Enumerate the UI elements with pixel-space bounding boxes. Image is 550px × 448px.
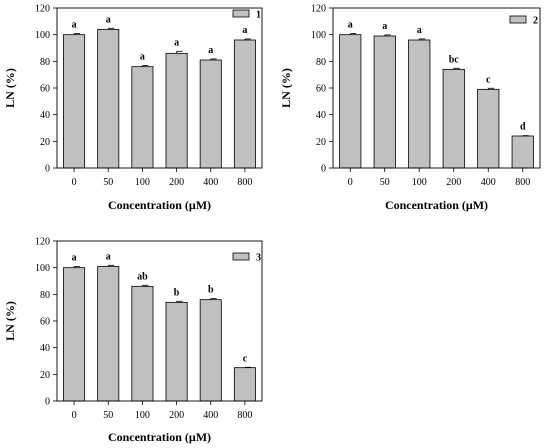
x-tick-label: 400	[203, 177, 218, 188]
significance-label: a	[242, 25, 247, 36]
chart-panel-1: a 0 a 50 a 100 a 200 a 400 a 800 0 20 40 60 80 100 120 Conc…	[3, 4, 263, 212]
legend-swatch	[509, 15, 527, 24]
bar	[511, 135, 534, 169]
x-tick-label: 0	[348, 177, 353, 188]
y-tick-label: 20	[40, 137, 50, 148]
legend-label: 2	[533, 16, 538, 27]
significance-label: a	[72, 20, 77, 31]
legend-swatch	[232, 9, 250, 18]
y-tick-label: 40	[40, 343, 50, 354]
significance-label: a	[72, 253, 77, 264]
y-tick-label: 100	[35, 263, 50, 274]
bar	[477, 88, 500, 169]
significance-label: d	[520, 122, 526, 133]
x-tick-label: 0	[72, 410, 77, 421]
y-tick-label: 40	[316, 110, 326, 121]
bar	[131, 285, 154, 402]
x-tick-label: 200	[169, 410, 184, 421]
x-tick-label: 400	[481, 177, 496, 188]
bar	[442, 68, 465, 169]
plot-frame	[332, 7, 541, 169]
y-tick-label: 60	[316, 84, 326, 95]
significance-label: a	[348, 20, 353, 31]
y-axis-title: LN (%)	[3, 68, 17, 108]
y-tick-label: 120	[35, 237, 50, 248]
plot-frame	[56, 240, 263, 402]
legend-swatch	[232, 252, 250, 261]
x-tick-label: 400	[203, 410, 218, 421]
y-tick-label: 100	[311, 30, 326, 41]
x-tick-label: 0	[72, 177, 77, 188]
bar	[63, 267, 86, 402]
bar	[373, 35, 396, 169]
y-tick-label: 120	[311, 4, 326, 15]
y-tick-label: 20	[40, 370, 50, 381]
y-tick-label: 100	[35, 30, 50, 41]
y-axis-title: LN (%)	[3, 301, 17, 341]
bar	[165, 52, 188, 169]
y-tick-label: 20	[316, 137, 326, 148]
y-tick-label: 80	[40, 57, 50, 68]
significance-label: c	[243, 353, 248, 364]
bar	[165, 301, 188, 402]
x-tick-label: 800	[237, 410, 252, 421]
bar	[97, 28, 120, 169]
bar	[63, 34, 86, 169]
chart-panel-3: a 0 a 50 ab 100 b 200 b 400 c 800 0 20 40 60 80 100 120 Con…	[3, 237, 263, 444]
bar	[339, 34, 362, 169]
legend-label: 1	[256, 10, 261, 21]
y-tick-label: 0	[45, 397, 50, 408]
y-tick-label: 120	[35, 4, 50, 15]
x-tick-label: 800	[237, 177, 252, 188]
significance-label: b	[174, 287, 180, 298]
bar	[233, 39, 256, 169]
significance-label: a	[106, 251, 111, 262]
bar	[199, 299, 222, 402]
x-axis-title: Concentration (μM)	[108, 198, 211, 212]
x-tick-label: 100	[135, 177, 150, 188]
x-tick-label: 50	[103, 410, 113, 421]
y-tick-label: 80	[40, 290, 50, 301]
significance-label: b	[208, 285, 214, 296]
bar	[131, 66, 154, 169]
bar	[233, 367, 256, 402]
x-tick-label: 200	[169, 177, 184, 188]
bar	[97, 265, 120, 402]
y-axis-title: LN (%)	[279, 68, 293, 108]
y-tick-label: 80	[316, 57, 326, 68]
chart-panel-2: a 0 a 50 a 100 bc 200 c 400 d 800 0 20 40 60 80 100 120 Con…	[279, 4, 541, 212]
x-tick-label: 100	[412, 177, 427, 188]
significance-label: a	[382, 21, 387, 32]
significance-label: a	[106, 14, 111, 25]
significance-label: a	[417, 25, 422, 36]
significance-label: ab	[137, 271, 148, 282]
significance-label: a	[174, 37, 179, 48]
legend-label: 3	[256, 253, 261, 264]
significance-label: bc	[449, 54, 460, 65]
plot-frame	[56, 7, 263, 169]
bar	[199, 59, 222, 169]
y-tick-label: 60	[40, 317, 50, 328]
bar	[408, 39, 431, 169]
x-tick-label: 50	[103, 177, 113, 188]
y-tick-label: 60	[40, 84, 50, 95]
y-tick-label: 40	[40, 110, 50, 121]
y-tick-label: 0	[45, 164, 50, 175]
significance-label: a	[140, 52, 145, 63]
x-tick-label: 100	[135, 410, 150, 421]
x-tick-label: 800	[515, 177, 530, 188]
x-axis-title: Concentration (μM)	[385, 198, 488, 212]
x-tick-label: 50	[380, 177, 390, 188]
significance-label: a	[208, 45, 213, 56]
x-tick-label: 200	[446, 177, 461, 188]
significance-label: c	[486, 74, 491, 85]
y-tick-label: 0	[321, 164, 326, 175]
x-axis-title: Concentration (μM)	[108, 430, 211, 444]
